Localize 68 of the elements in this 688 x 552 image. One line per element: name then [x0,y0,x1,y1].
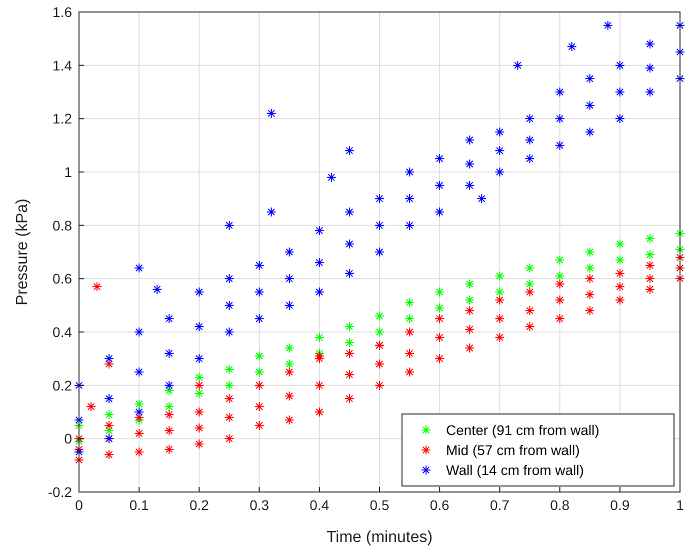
x-tick-label: 1 [676,497,684,513]
point [164,402,174,412]
y-tick-label: 1 [64,164,72,180]
x-tick-label: 0 [75,497,84,513]
x-tick-label: 0.2 [189,497,210,513]
point [344,338,354,348]
y-tick-label: 0 [64,430,72,447]
point [675,228,685,238]
x-tick-label: 0.8 [550,497,570,513]
point [194,372,204,382]
point [614,255,625,265]
point [374,327,384,337]
point [284,343,294,353]
point [314,348,324,358]
point [104,410,114,420]
point [554,271,565,281]
legend-label: Center (91 cm from wall) [446,422,600,438]
legend-label: Mid (57 cm from wall) [446,442,580,458]
y-tick-label: 1.6 [52,4,72,20]
y-tick-label: -0.2 [48,484,72,500]
point [644,250,655,260]
point [404,314,415,324]
y-tick-label: 0.2 [52,377,72,394]
point [434,303,445,313]
point [494,271,505,281]
point [254,367,264,377]
point [374,311,384,321]
point [644,234,655,244]
point [224,364,234,374]
x-tick-label: 0.3 [250,497,270,513]
point [464,295,475,305]
point [74,436,84,446]
point [675,244,685,254]
x-tick-label: 0.7 [490,497,510,513]
y-tick-label: 1.2 [52,110,72,127]
point [284,359,294,369]
point [524,263,535,273]
point [614,239,625,249]
x-tick-label: 0.6 [430,497,450,513]
y-axis-title: Pressure (kPa) [14,198,31,306]
y-tick-label: 0.8 [52,217,72,234]
point [434,287,445,297]
point [554,255,565,265]
point [464,279,475,289]
point [134,415,144,425]
point [584,263,595,273]
point [134,399,144,409]
point [494,287,505,297]
x-axis-title: Time (minutes) [326,529,433,546]
point [404,298,415,308]
y-tick-label: 0.6 [52,270,72,287]
x-tick-label: 0.1 [129,497,150,513]
y-tick-label: 1.4 [52,57,72,74]
point [584,247,595,257]
point [74,420,84,430]
point [524,279,535,289]
point [194,388,204,398]
point [104,426,114,436]
x-tick-label: 0.9 [610,497,630,513]
x-tick-label: 0.4 [310,497,330,513]
y-tick-label: 0.4 [52,324,72,340]
point [254,351,264,361]
legend-label: Wall (14 cm from wall) [446,462,584,478]
x-tick-label: 0.5 [370,497,390,513]
point [344,322,354,332]
point [224,380,234,390]
point [314,332,324,342]
point [164,386,174,396]
